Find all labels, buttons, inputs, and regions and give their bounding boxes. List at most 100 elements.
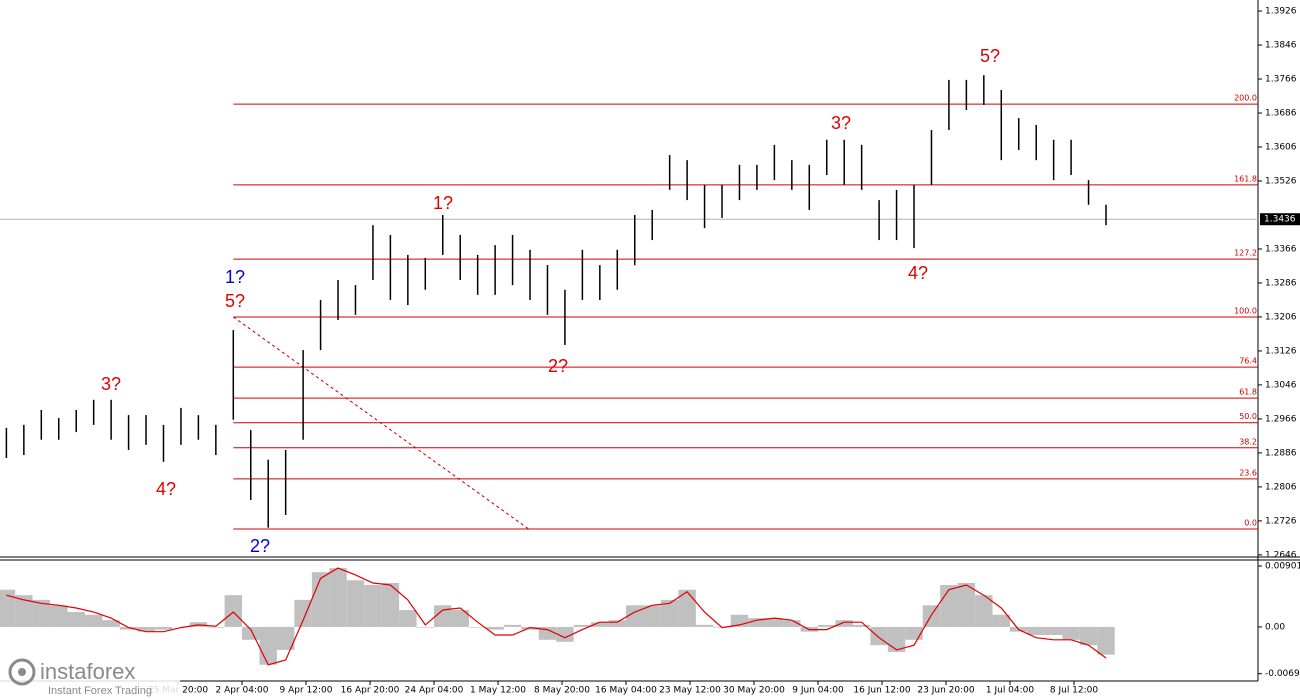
fib-label: 200.0 [1234, 94, 1257, 103]
wave-label: 5? [980, 46, 1000, 66]
fib-label: 127.2 [1234, 249, 1257, 258]
y-tick-label: 1.3526 [1265, 176, 1297, 186]
histogram-bar [329, 568, 347, 627]
histogram-bar [940, 585, 958, 627]
histogram-bar [294, 599, 312, 627]
y-tick-label: 1.2726 [1265, 516, 1297, 526]
histogram-bar [922, 605, 941, 627]
histogram-bar [992, 614, 1011, 627]
y-tick-label: 0.00901 [1265, 562, 1300, 572]
y-tick-label: 0.00 [1265, 622, 1285, 632]
last-price-label: 1.3436 [1264, 215, 1296, 225]
histogram-bar [468, 626, 487, 628]
histogram-bar [643, 605, 661, 627]
histogram-bar [242, 626, 260, 640]
histogram-bar [1079, 626, 1098, 646]
histogram-bar [957, 582, 976, 627]
histogram-bar [416, 626, 435, 628]
histogram-bar [0, 589, 16, 627]
histogram-bar [835, 620, 853, 627]
fib-label: 23.6 [1239, 468, 1257, 477]
histogram-bar [748, 618, 766, 627]
x-tick-label: 16 Jun 12:00 [853, 686, 910, 696]
histogram-bar [1062, 626, 1080, 640]
histogram-bar [905, 626, 923, 640]
histogram-bar [852, 624, 871, 627]
x-tick-label: 1 Jul 04:00 [986, 686, 1035, 696]
y-tick-label: 1.3766 [1265, 75, 1297, 85]
histogram-bar [765, 618, 784, 627]
fib-label: 61.8 [1239, 388, 1257, 397]
histogram-bar [608, 620, 627, 627]
histogram-bar [887, 626, 906, 652]
y-tick-label: 1.3206 [1265, 312, 1297, 322]
histogram-bar [1097, 626, 1115, 655]
fib-label: 50.0 [1239, 412, 1257, 421]
histogram-bar [346, 580, 365, 627]
fib-label: 38.2 [1239, 437, 1257, 446]
x-tick-label: 23 Jun 20:00 [917, 686, 974, 696]
fib-label: 100.0 [1234, 306, 1257, 315]
histogram-bar [556, 626, 574, 642]
y-tick-label: 1.3926 [1265, 7, 1297, 17]
y-tick-label: 1.3606 [1265, 143, 1297, 153]
x-tick-label: 23 May 12:00 [659, 686, 721, 696]
histogram-bar [67, 612, 85, 627]
y-tick-label: -0.00692 [1265, 669, 1300, 679]
histogram-bar [224, 595, 243, 627]
y-tick-label: 1.3126 [1265, 346, 1297, 356]
histogram-bar [503, 624, 522, 627]
fib-label: 161.8 [1234, 174, 1257, 183]
fib-label: 0.0 [1244, 518, 1257, 527]
trend-line [233, 316, 529, 530]
histogram-bar [538, 626, 557, 640]
wave-label: 2? [250, 536, 270, 556]
histogram-bar [50, 605, 68, 627]
signal-line [6, 567, 1107, 666]
wave-label: 1? [225, 267, 245, 287]
histogram-bar [783, 620, 801, 627]
histogram-bar [818, 624, 836, 627]
histogram-bar [573, 624, 592, 627]
logo: instaforex Instant Forex Trading [0, 654, 180, 700]
y-tick-label: 1.2966 [1265, 414, 1297, 424]
histogram-bar [678, 589, 696, 627]
logo-tagline: Instant Forex Trading [48, 685, 152, 697]
y-tick-label: 1.2806 [1265, 482, 1297, 492]
histogram-bar [695, 624, 714, 627]
y-tick-label: 1.3686 [1265, 109, 1297, 119]
histogram-bar [259, 626, 277, 665]
y-tick-label: 1.2646 [1265, 550, 1297, 560]
wave-label: 4? [156, 479, 176, 499]
x-tick-label: 8 May 20:00 [534, 686, 590, 696]
histogram-bar [381, 582, 400, 627]
y-tick-label: 1.2886 [1265, 448, 1297, 458]
fib-label: 76.4 [1239, 357, 1257, 366]
x-tick-label: 9 Jun 04:00 [792, 686, 844, 696]
histogram-bar [32, 599, 51, 627]
histogram-bar [364, 585, 382, 627]
logo-icon [8, 658, 36, 686]
logo-name: instaforex [40, 659, 135, 684]
histogram-bar [207, 626, 225, 628]
histogram-bar [311, 572, 330, 627]
wave-label: 3? [831, 113, 851, 133]
x-tick-label: 9 Apr 12:00 [280, 686, 333, 696]
x-tick-label: 16 Apr 20:00 [341, 686, 400, 696]
y-tick-label: 1.3846 [1265, 41, 1297, 51]
histogram-bar [451, 610, 469, 627]
x-tick-label: 2 Apr 04:00 [216, 686, 269, 696]
x-tick-label: 30 May 20:00 [723, 686, 785, 696]
histogram-bar [84, 614, 103, 627]
histogram-bar [660, 599, 679, 627]
wave-label: 4? [908, 263, 928, 283]
histogram-bar [276, 626, 295, 650]
histogram-bar [521, 626, 539, 630]
histogram-bar [975, 595, 993, 627]
wave-label: 5? [225, 291, 245, 311]
y-tick-label: 1.3286 [1265, 278, 1297, 288]
histogram-bar [154, 626, 173, 630]
x-tick-label: 8 Jul 12:00 [1050, 686, 1099, 696]
